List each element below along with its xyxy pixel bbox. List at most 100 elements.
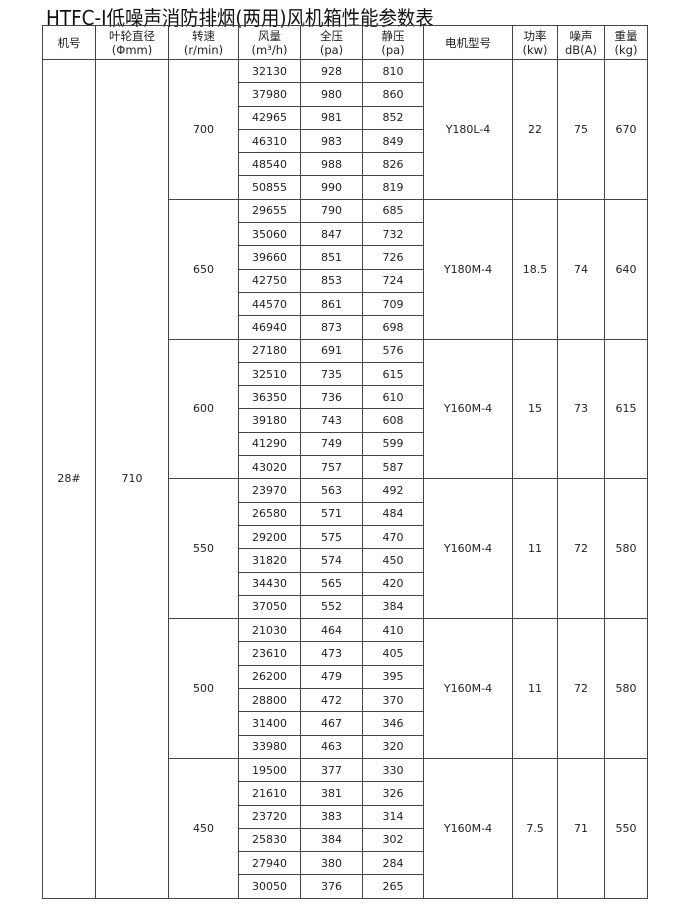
header-speed: 转速 (r/min) <box>168 25 239 60</box>
air-volume-cell: 33980 <box>238 734 301 759</box>
air-volume-cell: 32510 <box>238 361 301 387</box>
table-row: 26580 571 484 <box>43 501 648 526</box>
static-pressure-cell: 599 <box>362 431 424 457</box>
air-volume-cell: 39660 <box>238 245 301 270</box>
motor-model-cell: Y180M-4 <box>423 198 513 340</box>
total-pressure-cell: 383 <box>300 804 363 829</box>
total-pressure-cell: 749 <box>300 431 363 457</box>
speed-cell: 450 <box>168 757 239 899</box>
total-pressure-cell: 565 <box>300 571 363 596</box>
header-unit: (pa) <box>381 42 405 57</box>
air-volume-cell: 41290 <box>238 431 301 457</box>
static-pressure-cell: 610 <box>362 385 424 410</box>
air-volume-cell: 21610 <box>238 781 301 806</box>
header-label: 全压 <box>320 28 343 43</box>
header-label: 噪声 <box>569 28 593 43</box>
static-pressure-cell: 724 <box>362 268 424 293</box>
weight-cell: 670 <box>604 59 648 200</box>
noise-cell: 72 <box>557 478 605 620</box>
table-row: 34430 565 420 <box>43 571 648 596</box>
total-pressure-cell: 463 <box>300 734 363 759</box>
header-unit: (kg) <box>614 42 638 57</box>
power-cell: 7.5 <box>512 757 558 899</box>
header-label: 转速 <box>192 28 215 43</box>
static-pressure-cell: 405 <box>362 641 424 666</box>
total-pressure-cell: 464 <box>300 618 363 643</box>
static-pressure-cell: 698 <box>362 315 424 340</box>
table-row: 21610 381 326 <box>43 781 648 806</box>
total-pressure-cell: 736 <box>300 385 363 410</box>
speed-cell: 500 <box>168 618 239 759</box>
table-row: 23610 473 405 <box>43 641 648 666</box>
header-label: 功率 <box>523 28 547 43</box>
total-pressure-cell: 988 <box>300 152 363 177</box>
static-pressure-cell: 395 <box>362 664 424 690</box>
total-pressure-cell: 381 <box>300 781 363 806</box>
total-pressure-cell: 472 <box>300 688 363 713</box>
weight-cell: 550 <box>604 757 648 899</box>
speed-cell: 600 <box>168 338 239 480</box>
table-row: 29200 575 470 <box>43 524 648 550</box>
static-pressure-cell: 420 <box>362 571 424 596</box>
table-row: 43020 757 587 <box>43 455 648 480</box>
table-row: 26200 479 395 <box>43 664 648 690</box>
total-pressure-cell: 981 <box>300 105 363 130</box>
air-volume-cell: 28800 <box>238 688 301 713</box>
air-volume-cell: 23720 <box>238 804 301 829</box>
motor-model-cell: Y160M-4 <box>423 618 513 759</box>
table-row: 48540 988 826 <box>43 152 648 177</box>
static-pressure-cell: 370 <box>362 688 424 713</box>
header-label: 电机型号 <box>445 35 491 50</box>
air-volume-cell: 26580 <box>238 501 301 526</box>
total-pressure-cell: 928 <box>300 58 363 84</box>
total-pressure-cell: 980 <box>300 82 363 107</box>
static-pressure-cell: 810 <box>362 58 424 84</box>
air-volume-cell: 46310 <box>238 128 301 154</box>
total-pressure-cell: 552 <box>300 594 363 620</box>
air-volume-cell: 39180 <box>238 408 301 433</box>
total-pressure-cell: 473 <box>300 641 363 666</box>
header-row: 机号 叶轮直径 (Φmm) 转速 (r/min) 风量 (m³/h) 全压 (pa) 静压 (pa)… <box>42 25 648 60</box>
power-cell: 11 <box>512 478 558 620</box>
air-volume-cell: 21030 <box>238 618 301 643</box>
air-volume-cell: 29200 <box>238 524 301 550</box>
header-unit: (Φmm) <box>111 42 153 57</box>
air-volume-cell: 23970 <box>238 478 301 503</box>
table-row: 450 19500 377 330 Y160M-4 7.5 71 550 <box>43 757 648 899</box>
static-pressure-cell: 450 <box>362 548 424 573</box>
motor-model-cell: Y160M-4 <box>423 757 513 899</box>
speed-cell: 550 <box>168 478 239 620</box>
static-pressure-cell: 492 <box>362 478 424 503</box>
static-pressure-cell: 346 <box>362 711 424 736</box>
motor-model-cell: Y180L-4 <box>423 59 513 200</box>
table-row: 28# 710 700 32130 928 810 Y180L-4 22 75 670 <box>42 58 648 899</box>
total-pressure-cell: 735 <box>300 361 363 387</box>
table-row: 23720 383 314 <box>43 804 648 829</box>
header-unit: dB(A) <box>564 42 598 57</box>
air-volume-cell: 26200 <box>238 664 301 690</box>
power-cell: 11 <box>512 618 558 759</box>
total-pressure-cell: 467 <box>300 711 363 736</box>
air-volume-cell: 29655 <box>238 198 301 224</box>
static-pressure-cell: 860 <box>362 82 424 107</box>
static-pressure-cell: 608 <box>362 408 424 433</box>
total-pressure-cell: 990 <box>300 175 363 200</box>
total-pressure-cell: 571 <box>300 501 363 526</box>
static-pressure-cell: 484 <box>362 501 424 526</box>
air-volume-cell: 34430 <box>238 571 301 596</box>
static-pressure-cell: 314 <box>362 804 424 829</box>
header-total-pressure: 全压 (pa) <box>300 25 363 60</box>
table-row: 50855 990 819 <box>43 175 648 200</box>
total-pressure-cell: 563 <box>300 478 363 503</box>
air-volume-cell: 44570 <box>238 291 301 317</box>
air-volume-cell: 25830 <box>238 827 301 853</box>
table-row: 31400 467 346 <box>43 711 648 736</box>
table-row: 39180 743 608 <box>43 408 648 433</box>
table-row: 650 29655 790 685 Y180M-4 18.5 74 640 <box>43 198 648 340</box>
total-pressure-cell: 376 <box>300 874 363 899</box>
table-row: 33980 463 320 <box>43 734 648 759</box>
header-unit: (m³/h) <box>251 42 288 57</box>
header-label: 机号 <box>57 35 81 50</box>
motor-model-cell: Y160M-4 <box>423 478 513 620</box>
table-row: 600 27180 691 576 Y160M-4 15 73 615 <box>43 338 648 480</box>
